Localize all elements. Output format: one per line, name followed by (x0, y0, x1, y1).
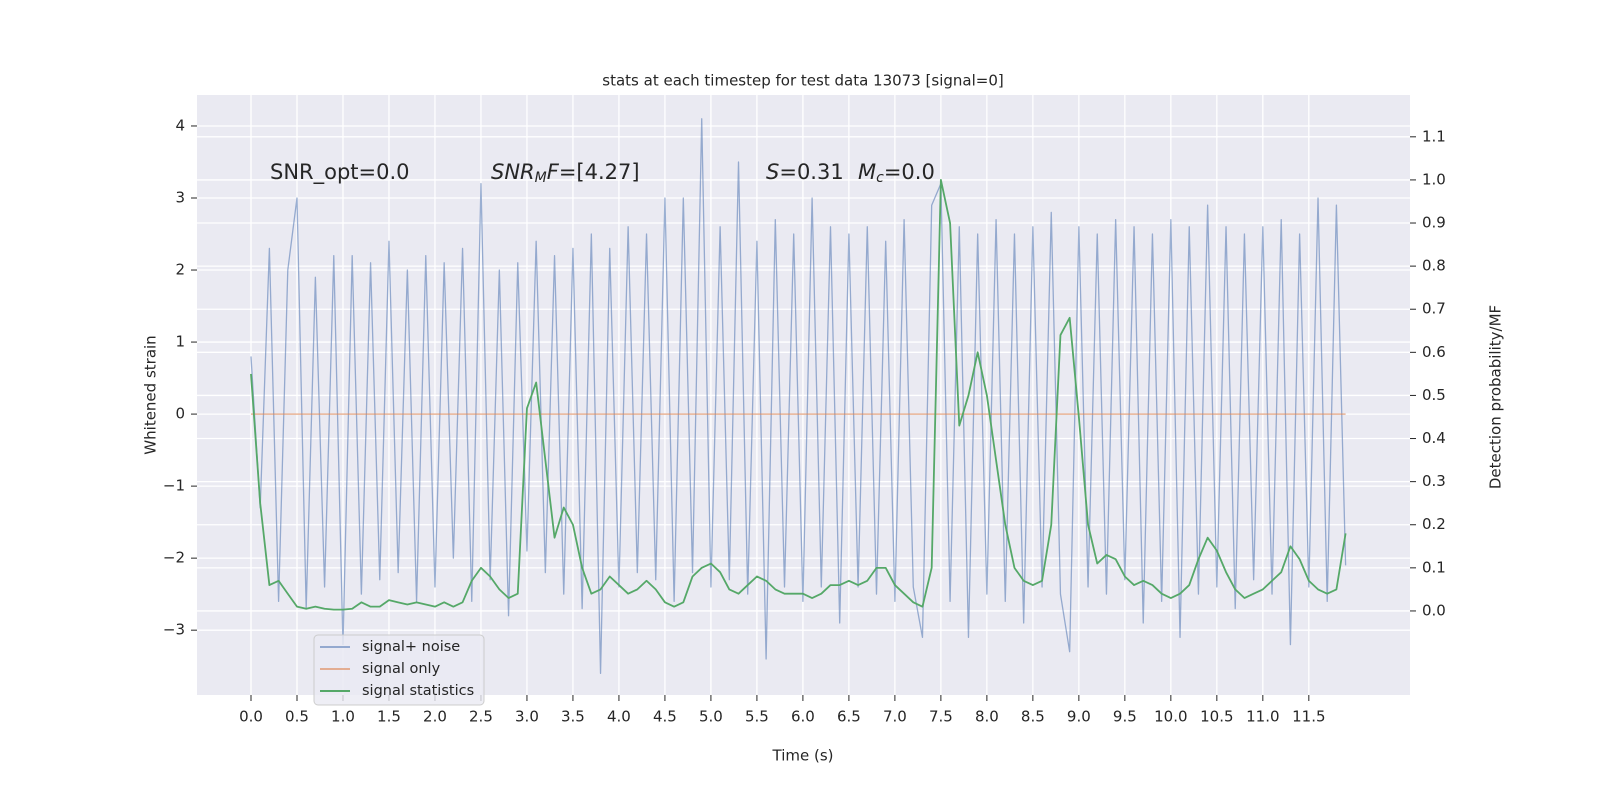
annotation-part: F (547, 160, 560, 184)
y-tick-label: −3 (163, 621, 185, 639)
x-tick-label: 1.5 (377, 708, 401, 726)
annotation-part: M (858, 160, 876, 184)
x-tick-label: 9.5 (1113, 708, 1137, 726)
annotation: SNRMF=[4.27] (491, 160, 640, 186)
annotation-part: =[4.27] (559, 160, 640, 184)
y-axis-label: Whitened strain (142, 335, 160, 454)
y-tick-label: 3 (175, 189, 185, 207)
legend-box (313, 634, 485, 706)
annotation-part: SNR (491, 160, 535, 184)
x-tick-label: 4.0 (607, 708, 631, 726)
y2-tick-label: 0.2 (1422, 515, 1446, 533)
annotation: S=0.31 (766, 160, 844, 184)
x-tick-label: 2.5 (469, 708, 493, 726)
y-tick-label: 4 (175, 116, 185, 134)
y2-tick-label: 0.5 (1422, 386, 1446, 404)
x-tick-label: 10.0 (1154, 708, 1187, 726)
y-tick-label: 1 (175, 333, 185, 351)
x-axis-label: Time (s) (772, 747, 834, 765)
x-tick-label: 7.0 (883, 708, 907, 726)
y2-tick-label: 0.0 (1422, 601, 1446, 619)
y-tick-label: −1 (163, 477, 185, 495)
x-tick-label: 5.0 (699, 708, 723, 726)
y2-tick-label: 0.7 (1422, 300, 1446, 318)
x-tick-label: 0.0 (239, 708, 263, 726)
series-line (250, 118, 1347, 675)
annotation-part: SNR_opt=0.0 (270, 160, 410, 185)
chart-title: stats at each timestep for test data 130… (602, 72, 1003, 90)
x-tick-label: 8.5 (1021, 708, 1045, 726)
y2-tick-label: 0.3 (1422, 472, 1446, 490)
annotation: SNR_opt=0.0 (270, 160, 410, 185)
legend-label: signal only (362, 661, 441, 677)
y2-tick-label: 1.0 (1422, 170, 1446, 188)
x-tick-label: 11.5 (1292, 708, 1325, 726)
y-tick-label: 2 (175, 261, 185, 279)
y2-tick-label: 0.4 (1422, 429, 1446, 447)
annotation-part: =0.31 (779, 160, 843, 184)
x-tick-label: 6.5 (837, 708, 861, 726)
x-tick-label: 5.5 (745, 708, 769, 726)
y2-tick-label: 0.1 (1422, 558, 1446, 576)
y2-axis-label: Detection probability/MF (1487, 305, 1505, 489)
annotation: Mc=0.0 (858, 160, 935, 186)
annotation-part: M (535, 170, 547, 186)
series-line (250, 179, 1347, 611)
x-tick-label: 4.5 (653, 708, 677, 726)
x-tick-label: 10.5 (1200, 708, 1233, 726)
legend-label: signal statistics (362, 683, 474, 699)
annotation-part: S (766, 160, 779, 184)
x-tick-label: 3.5 (561, 708, 585, 726)
y2-tick-label: 0.9 (1422, 214, 1446, 232)
x-tick-label: 7.5 (929, 708, 953, 726)
x-tick-label: 6.0 (791, 708, 815, 726)
y2-tick-label: 0.6 (1422, 343, 1446, 361)
x-tick-label: 9.0 (1067, 708, 1091, 726)
x-tick-label: 3.0 (515, 708, 539, 726)
legend-label: signal+ noise (362, 639, 460, 655)
y2-tick-label: 0.8 (1422, 257, 1446, 275)
annotation-part: c (876, 170, 884, 186)
y-tick-label: 0 (175, 405, 185, 423)
y2-tick-label: 1.1 (1422, 127, 1446, 145)
x-tick-label: 11.0 (1246, 708, 1279, 726)
x-tick-label: 0.5 (285, 708, 309, 726)
x-tick-label: 2.0 (423, 708, 447, 726)
x-tick-label: 1.0 (331, 708, 355, 726)
y-tick-label: −2 (163, 549, 185, 567)
x-tick-label: 8.0 (975, 708, 999, 726)
annotation-part: =0.0 (884, 160, 935, 184)
